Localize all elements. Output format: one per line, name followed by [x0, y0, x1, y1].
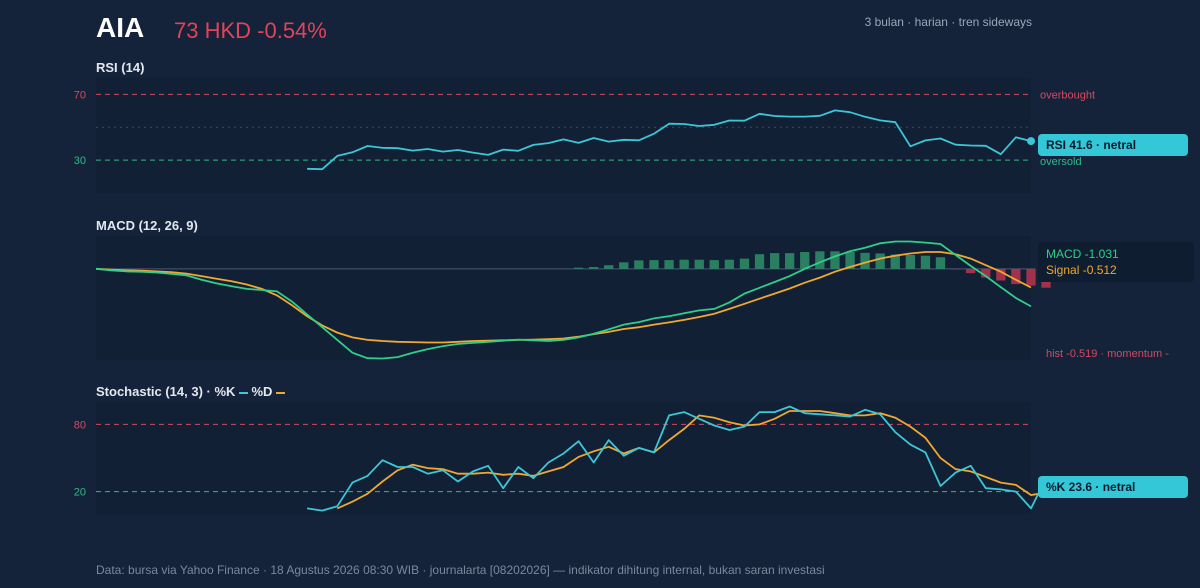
macd-hist-bar	[589, 267, 599, 269]
macd-hist-bar	[815, 251, 825, 269]
macd-hist-bar	[875, 253, 885, 269]
price-change: 73 HKD -0.54%	[174, 18, 327, 43]
macd-hist-bar	[800, 252, 810, 269]
macd-value-label: MACD -1.031	[1046, 247, 1119, 261]
macd-hist-bar	[770, 253, 780, 269]
stoch-badge: %K 23.6 · netral	[1038, 476, 1188, 498]
stoch-d-legend-text: %D	[251, 384, 273, 399]
macd-hist-bar	[996, 268, 1006, 281]
macd-hist-bar	[1026, 268, 1036, 286]
stoch-d-legend-swatch	[276, 391, 286, 394]
stoch-title-text: Stochastic (14, 3) · %K	[96, 384, 236, 399]
rsi-badge: RSI 41.6 · netral	[1038, 134, 1188, 156]
rsi-oversold-label: oversold	[1040, 156, 1082, 168]
hist-value-label: hist -0.519 · momentum -	[1046, 348, 1169, 360]
macd-line	[95, 240, 1032, 360]
stoch-panel-title: Stochastic (14, 3) · %K %D	[96, 384, 288, 399]
macd-hist-bar	[649, 260, 659, 269]
macd-hist-bar	[785, 253, 795, 269]
footer-source: Data: bursa via Yahoo Finance · 18 Agust…	[96, 563, 825, 577]
macd-hist-bar	[860, 252, 870, 269]
chart-meta: 3 bulan · harian · tren sideways	[864, 15, 1032, 29]
macd-hist-bar	[679, 259, 689, 269]
macd-hist-bar	[981, 268, 991, 278]
stoch-k-line	[306, 405, 1062, 512]
rsi-panel-bg	[96, 78, 1031, 193]
rsi-panel-title: RSI (14)	[96, 60, 145, 75]
ticker-symbol: AIA	[96, 12, 145, 43]
rsi-tick-30: 30	[74, 155, 86, 167]
stoch-k-legend-swatch	[239, 391, 249, 394]
stoch-tick-80: 80	[74, 419, 86, 431]
macd-hist-bar	[754, 254, 765, 269]
macd-hist-bar	[935, 257, 946, 269]
macd-hist-bar	[739, 258, 750, 269]
macd-hist-bar	[724, 259, 734, 269]
stoch-d-line	[336, 410, 1062, 510]
macd-value-box: MACD -1.031 Signal -0.512	[1038, 242, 1194, 282]
macd-hist-bar	[619, 262, 629, 269]
stoch-tick-20: 20	[74, 487, 86, 499]
signal-value-label: Signal -0.512	[1046, 263, 1117, 277]
rsi-overbought-label: overbought	[1040, 89, 1095, 101]
macd-hist-bar	[920, 255, 931, 269]
rsi-tick-70: 70	[74, 89, 86, 101]
macd-hist-bar	[664, 260, 674, 269]
macd-hist-bar	[830, 251, 840, 269]
macd-hist-bar	[950, 268, 961, 270]
macd-hist-bar	[845, 252, 855, 269]
macd-hist-bar	[634, 260, 644, 269]
macd-hist-bar	[694, 259, 704, 269]
rsi-last-point	[1027, 137, 1035, 146]
signal-line	[95, 251, 1032, 344]
macd-hist-bar	[604, 265, 614, 269]
stoch-panel-bg	[96, 402, 1031, 514]
macd-hist-bar	[890, 254, 900, 269]
macd-hist-bar	[709, 260, 719, 269]
macd-panel-title: MACD (12, 26, 9)	[96, 218, 198, 233]
macd-hist-bar	[573, 267, 584, 269]
rsi-line	[307, 109, 1032, 171]
macd-hist-bar	[905, 255, 915, 269]
macd-hist-bar	[966, 268, 976, 274]
macd-hist-bar	[1011, 268, 1021, 285]
